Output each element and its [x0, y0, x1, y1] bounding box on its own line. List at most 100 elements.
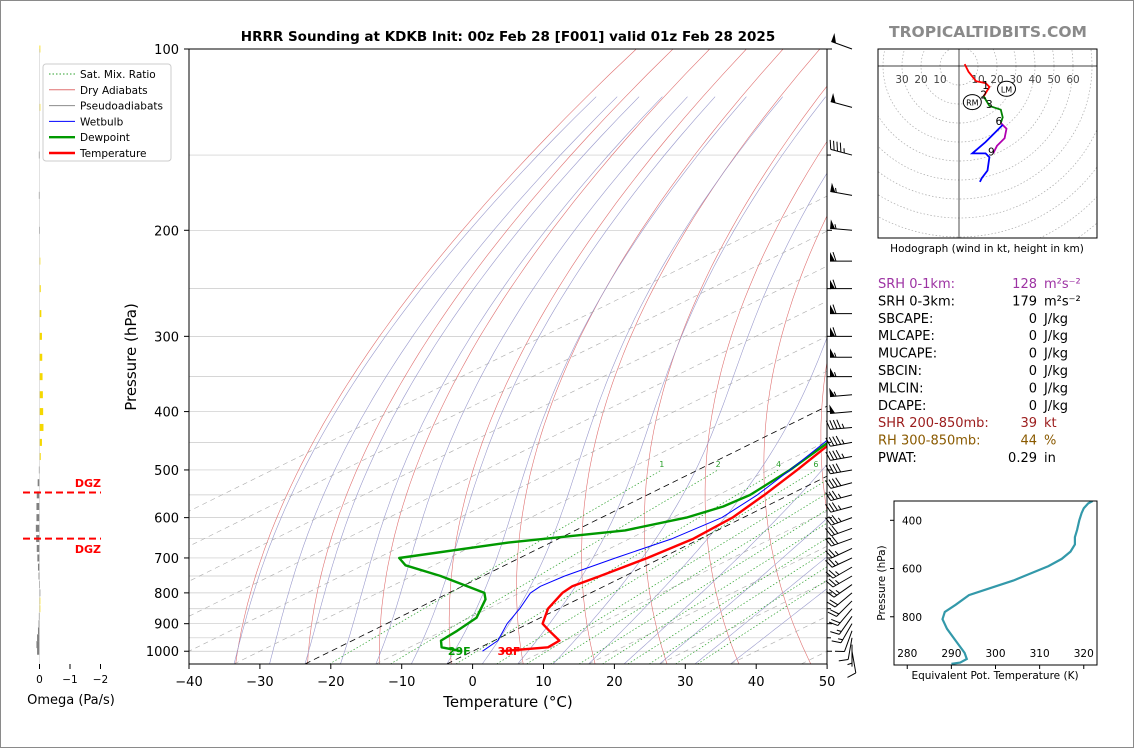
hodo-height-label: 6 — [996, 116, 1003, 128]
site-watermark: TROPICALTIDBITS.COM — [889, 23, 1087, 41]
x-tick-label: −20 — [317, 675, 344, 690]
theta-e-y-label: Pressure (hPa) — [876, 545, 888, 620]
index-unit: kt — [1044, 416, 1057, 431]
storm-motion-marker — [962, 94, 982, 111]
pseudoadiabat-line — [446, 96, 747, 664]
x-tick-label: −40 — [175, 675, 202, 690]
isotherm-line — [189, 265, 827, 582]
omega-bar — [39, 438, 42, 446]
index-unit: J/kg — [1043, 312, 1068, 327]
omega-bars — [23, 45, 101, 664]
mixing-ratio-label: 2 — [716, 460, 721, 469]
index-value: 0 — [1029, 399, 1037, 414]
hodo-ring-label: 40 — [1028, 74, 1041, 86]
index-label: SHR 200-850mb: — [878, 416, 989, 431]
barb-full — [827, 611, 837, 617]
barb-full — [831, 490, 838, 500]
omega-bar — [37, 647, 40, 655]
barb-staff — [836, 600, 853, 617]
dry-adiabat-line — [235, 49, 637, 664]
barb-flag — [830, 367, 835, 377]
legend-label: Temperature — [79, 148, 147, 160]
index-value: 179 — [1012, 294, 1037, 309]
pseudoadiabat-line — [588, 336, 827, 664]
barb-full — [832, 327, 837, 337]
x-tick-label: 10 — [535, 675, 552, 690]
hodo-ring-label: 10 — [933, 74, 946, 86]
barb-full — [832, 304, 837, 314]
index-label: SBCAPE: — [878, 312, 933, 327]
theta-x-tick-label: 280 — [897, 648, 917, 660]
barb-full — [829, 420, 835, 430]
barb-flag — [830, 279, 835, 289]
index-label: MUCAPE: — [878, 347, 937, 362]
y-tick-label: 400 — [154, 406, 179, 421]
index-unit: J/kg — [1043, 381, 1068, 396]
index-unit: J/kg — [1043, 347, 1068, 362]
skewt-profiles — [398, 439, 827, 653]
hodo-segment — [963, 63, 991, 97]
barb-full — [831, 515, 839, 524]
dry-adiabat-line — [704, 140, 827, 664]
dry-adiabat-line — [820, 360, 827, 513]
omega-bar — [39, 423, 44, 431]
barb-full — [835, 477, 842, 486]
hodo-height-label: 2 — [980, 90, 987, 102]
barb-full — [828, 569, 837, 577]
mixing-ratio-label: 4 — [776, 460, 781, 469]
dry-adiabat-line — [930, 49, 1040, 664]
mixing-ratio-line — [627, 537, 827, 664]
isotherm-line — [375, 440, 827, 664]
pseudoadiabat-line — [694, 556, 827, 664]
y-tick-label: 500 — [154, 464, 179, 479]
barb-full — [826, 601, 836, 608]
storm-motion-marker — [997, 80, 1016, 97]
profile-wetbulb-line — [482, 439, 827, 652]
dry-adiabat-line — [581, 49, 821, 664]
pseudoadiabat-line — [411, 96, 716, 664]
omega-axis-label: Omega (Pa/s) — [27, 693, 115, 708]
theta-e-frame — [893, 500, 1098, 666]
barb-full — [828, 549, 836, 557]
x-tick-label: 40 — [748, 675, 765, 690]
omega-bar — [39, 257, 41, 265]
isotherm-line — [446, 475, 827, 664]
barb-full — [830, 609, 840, 615]
barb-full — [832, 279, 837, 289]
barb-full — [838, 658, 849, 662]
wind-barbs — [825, 33, 857, 678]
y-tick-label: 200 — [154, 224, 179, 239]
index-unit: J/kg — [1043, 364, 1068, 379]
x-tick-label: −10 — [388, 675, 415, 690]
barb-full — [825, 465, 831, 475]
barb-full — [825, 538, 832, 547]
legend-label: Sat. Mix. Ratio — [80, 69, 156, 81]
barb-full — [832, 419, 838, 429]
omega-bar — [39, 353, 43, 361]
storm-motion-label: LM — [1001, 85, 1012, 94]
barb-staff — [830, 456, 853, 461]
barb-half — [835, 187, 837, 193]
surface-dewpoint-label: 29F — [448, 645, 471, 658]
barb-full — [828, 491, 835, 500]
hodo-segment — [969, 124, 1004, 183]
omega-bar — [39, 391, 43, 399]
mixing-ratio-label: 6 — [813, 460, 818, 469]
omega-bar — [39, 453, 41, 461]
barb-half — [834, 224, 837, 230]
barb-staff — [831, 547, 853, 559]
mixing-ratio-line — [390, 469, 719, 664]
barb-full — [826, 591, 835, 598]
barb-staff — [830, 469, 853, 475]
omega-bar — [35, 524, 40, 532]
barb-flag — [831, 33, 836, 44]
pseudoadiabat-line — [730, 588, 827, 664]
mixing-ratio-line — [329, 469, 662, 664]
barb-flag — [830, 327, 835, 337]
barb-half — [835, 571, 840, 576]
barb-full — [831, 525, 839, 534]
barb-staff — [840, 623, 853, 643]
dry-adiabat-line — [448, 49, 747, 664]
